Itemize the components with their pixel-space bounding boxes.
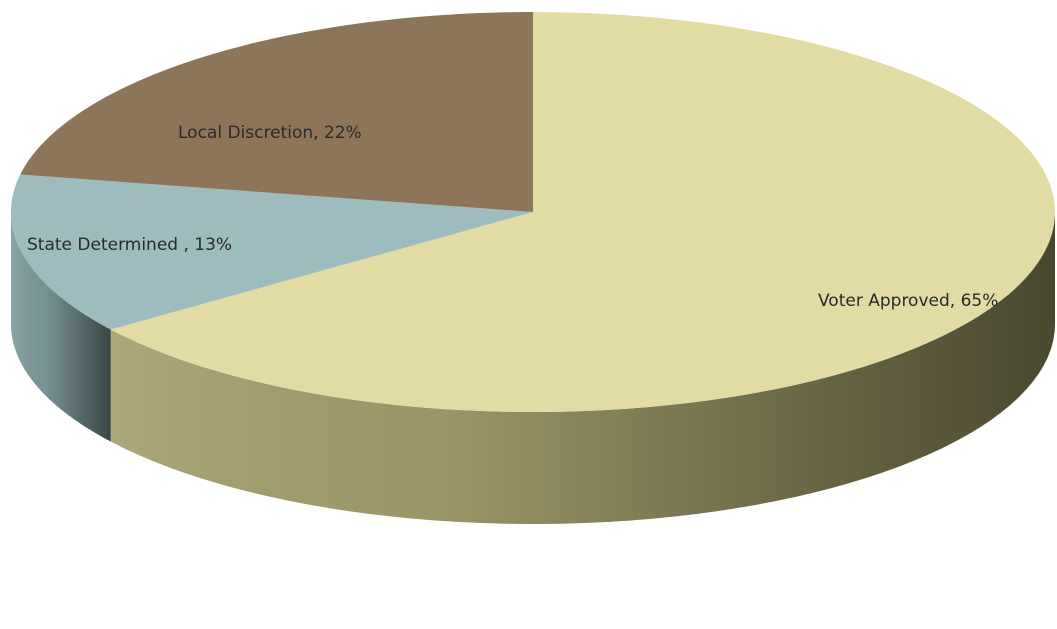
slice-label-local-discretion: Local Discretion, 22% bbox=[178, 123, 362, 143]
slice-label-state-determined: State Determined , 13% bbox=[27, 235, 232, 255]
slice-label-voter-approved: Voter Approved, 65% bbox=[818, 291, 998, 311]
pie-top-faces bbox=[11, 12, 1055, 412]
